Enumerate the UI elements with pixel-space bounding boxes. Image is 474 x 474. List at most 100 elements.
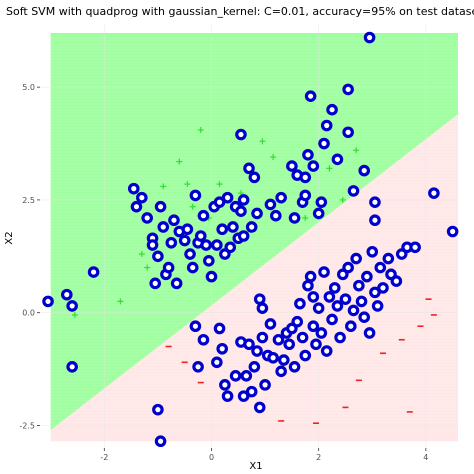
support-vector bbox=[245, 385, 258, 398]
support-vector bbox=[278, 354, 290, 366]
support-vector bbox=[428, 187, 440, 199]
support-vector bbox=[363, 31, 376, 44]
y-tick-label: 0.0 bbox=[22, 309, 35, 318]
support-vector bbox=[213, 196, 226, 208]
support-vector bbox=[141, 212, 153, 224]
support-vector bbox=[315, 196, 328, 208]
chart-title: Soft SVM with quadprog with gaussian_ker… bbox=[6, 5, 474, 18]
support-vector bbox=[369, 214, 381, 227]
x-axis-label: X1 bbox=[249, 461, 262, 472]
positive-marker bbox=[184, 181, 191, 188]
support-vector bbox=[256, 302, 269, 314]
support-vector bbox=[152, 403, 164, 416]
support-vector bbox=[152, 250, 164, 263]
support-vector bbox=[307, 160, 320, 172]
support-vector bbox=[369, 196, 381, 208]
support-vector bbox=[390, 275, 403, 287]
support-vector bbox=[361, 270, 373, 283]
support-vector bbox=[216, 223, 229, 236]
support-vector bbox=[291, 315, 304, 328]
support-vector bbox=[194, 230, 207, 242]
support-vector bbox=[369, 286, 381, 299]
support-vector bbox=[213, 322, 226, 335]
support-vector bbox=[221, 390, 234, 402]
support-vector bbox=[409, 241, 421, 254]
support-vector bbox=[256, 331, 269, 344]
positive-marker bbox=[138, 251, 145, 258]
support-vector bbox=[318, 137, 330, 150]
x-tick-label: 0 bbox=[209, 453, 214, 462]
support-vector bbox=[251, 345, 263, 357]
support-vector bbox=[296, 331, 309, 344]
support-vector bbox=[342, 261, 354, 274]
support-vector bbox=[320, 119, 333, 132]
support-vector bbox=[323, 291, 336, 303]
support-vector bbox=[275, 365, 287, 378]
support-vector bbox=[60, 288, 73, 301]
support-vector bbox=[267, 351, 279, 364]
support-vector bbox=[288, 361, 301, 373]
positive-marker bbox=[302, 214, 309, 221]
x-axis-ticks: -2 0 2 4 bbox=[100, 448, 428, 462]
support-vector bbox=[326, 103, 338, 116]
positive-marker bbox=[117, 298, 124, 305]
support-vector bbox=[154, 435, 167, 448]
support-vector bbox=[318, 266, 330, 278]
positive-marker bbox=[353, 147, 360, 154]
support-vector bbox=[197, 333, 210, 346]
support-vector bbox=[200, 239, 212, 251]
support-vector bbox=[216, 342, 229, 355]
support-vector bbox=[446, 225, 459, 238]
support-vector bbox=[192, 361, 204, 373]
x-tick-label: -2 bbox=[100, 453, 108, 462]
support-vector bbox=[307, 291, 320, 303]
support-vector bbox=[320, 345, 333, 357]
support-vector bbox=[272, 333, 285, 346]
support-vector bbox=[339, 293, 352, 305]
positive-marker bbox=[339, 196, 346, 203]
support-vector bbox=[127, 182, 140, 195]
support-vector bbox=[170, 277, 183, 290]
support-vector bbox=[197, 209, 210, 222]
support-vector bbox=[243, 162, 255, 175]
support-vector bbox=[186, 261, 199, 274]
y-tick-label: 5.0 bbox=[22, 83, 35, 92]
support-vector bbox=[374, 261, 387, 274]
support-vector bbox=[299, 171, 312, 184]
support-vector bbox=[221, 191, 234, 204]
support-vector bbox=[363, 327, 376, 339]
positive-marker bbox=[197, 127, 204, 133]
support-vector bbox=[302, 279, 314, 292]
x-tick-label: 2 bbox=[316, 453, 321, 462]
support-vector bbox=[253, 293, 266, 305]
support-vector bbox=[168, 214, 180, 227]
support-vector bbox=[211, 356, 223, 369]
support-vector bbox=[286, 160, 298, 172]
positive-marker bbox=[216, 181, 223, 188]
support-vector bbox=[211, 239, 223, 251]
support-vector bbox=[165, 236, 178, 249]
support-vector bbox=[307, 320, 320, 333]
support-vector bbox=[299, 349, 312, 362]
y-axis-label: X2 bbox=[4, 231, 15, 244]
support-vector bbox=[259, 379, 271, 391]
positive-marker bbox=[176, 158, 183, 165]
support-vector bbox=[203, 255, 215, 267]
support-vector bbox=[312, 207, 325, 220]
support-vector bbox=[235, 128, 247, 141]
positive-marker bbox=[189, 203, 196, 210]
support-vector bbox=[149, 277, 162, 290]
support-vector bbox=[377, 282, 389, 294]
support-vector bbox=[342, 126, 354, 139]
support-vector bbox=[275, 191, 287, 204]
support-vector bbox=[162, 261, 175, 274]
support-vector bbox=[299, 189, 312, 202]
support-vector bbox=[358, 311, 371, 323]
support-vector bbox=[157, 221, 170, 233]
support-vector bbox=[251, 207, 263, 220]
positive-marker bbox=[259, 138, 266, 145]
support-vector bbox=[146, 239, 159, 251]
y-axis-ticks: -2.5 0.0 2.5 5.0 bbox=[19, 83, 40, 430]
support-vector bbox=[178, 234, 191, 247]
